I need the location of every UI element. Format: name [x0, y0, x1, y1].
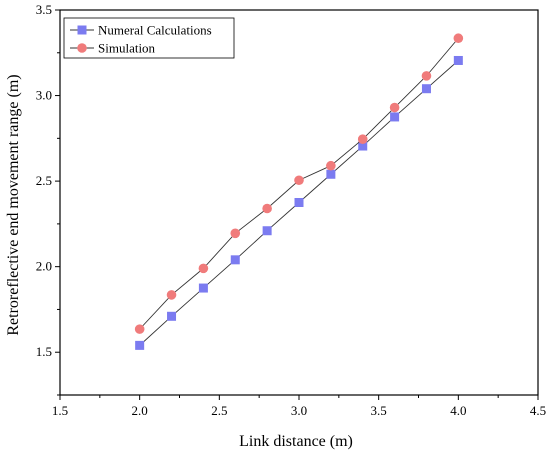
x-tick-label: 1.5	[52, 403, 68, 418]
x-tick-label: 2.0	[132, 403, 148, 418]
data-point-1	[358, 141, 368, 151]
data-point-1	[198, 283, 208, 293]
data-point-1	[326, 169, 336, 179]
x-tick-label: 3.5	[371, 403, 387, 418]
data-point-1	[390, 112, 400, 122]
x-tick-label: 4.0	[450, 403, 466, 418]
y-tick-label: 3.0	[36, 88, 52, 103]
legend-box	[63, 17, 235, 59]
data-point-2	[326, 160, 336, 171]
data-point-2	[230, 228, 241, 239]
data-point-1	[230, 255, 240, 265]
data-point-1	[262, 226, 272, 236]
legend-marker-circle	[77, 43, 87, 53]
data-point-2	[134, 324, 145, 334]
data-point-2	[453, 33, 464, 44]
x-tick-label: 2.5	[211, 403, 227, 418]
x-tick-label: 3.0	[291, 403, 307, 418]
legend-label: Simulation	[98, 41, 156, 56]
y-tick-label: 1.5	[36, 344, 52, 359]
data-point-1	[453, 55, 463, 65]
data-point-2	[198, 263, 209, 274]
data-point-2	[357, 134, 368, 144]
data-point-2	[389, 102, 400, 113]
legend-marker-square	[77, 25, 87, 35]
y-tick-label: 2.5	[36, 173, 52, 188]
y-tick-label: 3.5	[36, 2, 52, 17]
data-point-1	[294, 198, 304, 207]
data-point-2	[421, 71, 432, 81]
data-point-2	[262, 203, 272, 214]
data-point-2	[166, 290, 177, 300]
plot-area	[134, 33, 464, 350]
x-axis-title: Link distance (m)	[239, 433, 353, 450]
data-point-1	[421, 84, 431, 94]
data-point-1	[135, 340, 145, 350]
y-tick-label: 2.0	[36, 259, 52, 274]
data-point-2	[294, 175, 304, 186]
axes: 1.5 2.0 2.5 3.0 3.5 4.0 4.5 1.5 2.0 2.5 3.0 3.5	[36, 2, 546, 418]
legend-label: Numeral Calculations	[98, 23, 212, 38]
legend: Numeral Calculations Simulation	[63, 17, 235, 59]
y-axis-title: Retroreflective end movement range (m)	[5, 74, 22, 335]
data-point-1	[167, 311, 177, 321]
x-tick-label: 4.5	[530, 403, 546, 418]
